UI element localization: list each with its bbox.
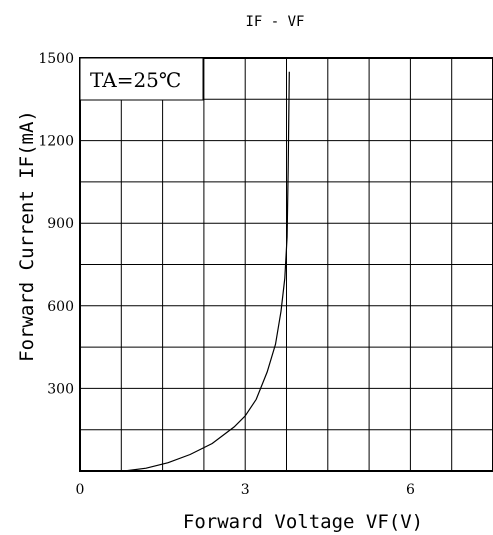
y-tick-label: 1500 bbox=[38, 51, 74, 67]
x-tick-label: 3 bbox=[241, 482, 250, 498]
y-axis-label: Forward Current IF(mA) bbox=[16, 110, 38, 362]
annotation-text: TA=25℃ bbox=[90, 68, 181, 92]
x-tick-labels: 0 3 6 bbox=[76, 482, 415, 498]
y-tick-labels: 300 600 900 1200 1500 bbox=[38, 51, 74, 397]
y-tick-label: 1200 bbox=[38, 134, 74, 150]
y-tick-label: 600 bbox=[47, 299, 74, 315]
annotation-box bbox=[79, 57, 204, 101]
series-line bbox=[124, 71, 290, 472]
grid bbox=[80, 58, 493, 471]
chart-title: IF - VF bbox=[245, 14, 304, 30]
x-tick-label: 0 bbox=[76, 482, 85, 498]
x-axis-label: Forward Voltage VF(V) bbox=[183, 511, 423, 533]
y-tick-label: 300 bbox=[47, 381, 74, 397]
plot-frame bbox=[79, 57, 493, 472]
x-tick-label: 6 bbox=[406, 482, 415, 498]
y-tick-label: 900 bbox=[47, 216, 74, 232]
